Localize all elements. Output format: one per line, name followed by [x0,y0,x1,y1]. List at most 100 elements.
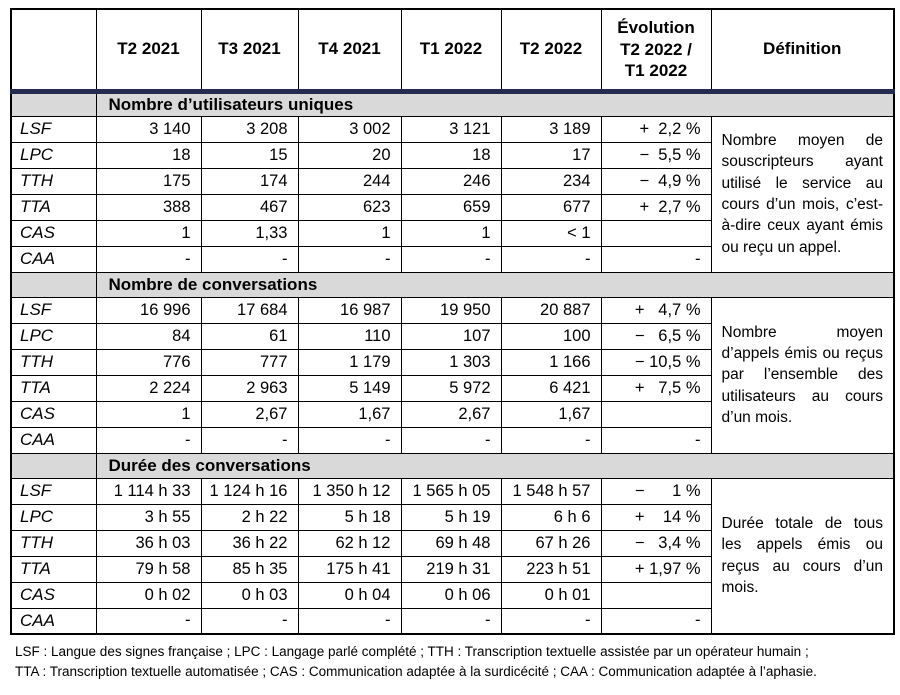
value-cell: - [297,245,402,273]
section-band-row: Nombre d’utilisateurs uniques [10,90,895,117]
value-cell: 3 189 [500,115,602,143]
evolution-cell [600,400,712,428]
value-cell: - [95,245,202,273]
value-cell: 234 [500,167,602,195]
value-cell: 3 h 55 [95,503,202,531]
stats-table: T2 2021 T3 2021 T4 2021 T1 2022 T2 2022 … [10,8,895,635]
value-cell: 467 [200,193,299,221]
value-cell: 244 [297,167,402,195]
value-cell: 3 208 [200,115,299,143]
value-cell: 677 [500,193,602,221]
value-cell: - [200,245,299,273]
evolution-cell: − 1 % [600,477,712,505]
value-cell: 36 h 03 [95,529,202,557]
value-cell: - [500,426,602,454]
value-cell: 19 950 [400,296,502,324]
footnote-line-2: TTA : Transcription textuelle automatisé… [15,664,817,680]
value-cell: 17 684 [200,296,299,324]
section-title: Nombre de conversations [95,271,895,298]
value-cell: 0 h 02 [95,581,202,609]
header-row: T2 2021 T3 2021 T4 2021 T1 2022 T2 2022 … [10,8,895,94]
row-label: TTA [10,555,97,583]
evolution-cell: + 2,2 % [600,115,712,143]
value-cell: 2 224 [95,374,202,402]
value-cell: 69 h 48 [400,529,502,557]
value-cell: 219 h 31 [400,555,502,583]
value-cell: 2 h 22 [200,503,299,531]
evolution-cell: − 10,5 % [600,348,712,376]
row-label: TTH [10,529,97,557]
evolution-cell: + 4,7 % [600,296,712,324]
value-cell: 62 h 12 [297,529,402,557]
row-label: LPC [10,141,97,169]
value-cell: 1 350 h 12 [297,477,402,505]
value-cell: 3 121 [400,115,502,143]
table-row: LPC 18 15 20 18 17− 5,5 % [10,141,894,169]
value-cell: - [200,607,299,635]
value-cell: 1 114 h 33 [95,477,202,505]
evolution-cell [600,581,712,609]
evolution-cell: + 1,97 % [600,555,712,583]
value-cell: 107 [400,322,502,350]
value-cell: 175 [95,167,202,195]
row-label: LSF [10,296,97,324]
value-cell: 1 565 h 05 [400,477,502,505]
value-cell: 5 149 [297,374,402,402]
footnote-line-1: LSF : Langue des signes française ; LPC … [15,644,809,659]
evolution-cell: - [600,245,712,273]
value-cell: 18 [95,141,202,169]
column-header-t2-2021: T2 2021 [95,8,202,94]
section-band-spacer [10,90,97,117]
value-cell: 3 140 [95,115,202,143]
value-cell: 246 [400,167,502,195]
value-cell: 6 h 6 [500,503,602,531]
value-cell: - [95,607,202,635]
section-band-row: Nombre de conversations [10,271,895,298]
row-label: TTA [10,374,97,402]
value-cell: - [297,607,402,635]
table-row: LSF 1 114 h 33 1 124 h 16 1 350 h 12 1 565 h… [10,477,895,635]
column-header-t4-2021: T4 2021 [297,8,402,94]
value-cell: 5 972 [400,374,502,402]
value-cell: 1 303 [400,348,502,376]
value-cell: 84 [95,322,202,350]
value-cell: 2 963 [200,374,299,402]
value-cell: 15 [200,141,299,169]
evolution-cell: + 14 % [600,503,712,531]
definition-cell: Durée totale de tous les appels émis ou … [710,477,895,635]
value-cell: 0 h 03 [200,581,299,609]
section-band-spacer [10,271,97,298]
value-cell: 1 [297,219,402,247]
row-label: LPC [10,503,97,531]
row-label: LSF [10,115,97,143]
value-cell: 0 h 06 [400,581,502,609]
column-header-t1-2022: T1 2022 [400,8,502,94]
table-body: Nombre d’utilisateurs uniques LSF 3 140 3 2… [10,90,895,635]
value-cell: 61 [200,322,299,350]
table-row: LPC 3 h 55 2 h 22 5 h 18 5 h 19 6 h 6 + 14 % [10,503,894,531]
value-cell: 1 166 [500,348,602,376]
evolution-cell: − 3,4 % [600,529,712,557]
value-cell: 16 996 [95,296,202,324]
value-cell: - [400,607,502,635]
value-cell: 1,33 [200,219,299,247]
value-cell: - [95,426,202,454]
section-band-row: Durée des conversations [10,452,895,479]
value-cell: - [500,607,602,635]
section-band-spacer [10,452,97,479]
value-cell: 175 h 41 [297,555,402,583]
evolution-cell: - [600,426,712,454]
evolution-cell: − 4,9 % [600,167,712,195]
value-cell: 1 [400,219,502,247]
value-cell: 0 h 01 [500,581,602,609]
table-row: LSF 3 140 3 208 3 002 3 121 3 189 + 2,2 % Nombr… [10,115,895,273]
value-cell: - [200,426,299,454]
section-title: Nombre d’utilisateurs uniques [95,90,895,117]
row-label: CAS [10,219,97,247]
value-cell: 1 [95,219,202,247]
value-cell: 79 h 58 [95,555,202,583]
row-label: CAS [10,400,97,428]
value-cell: 223 h 51 [500,555,602,583]
value-cell: 5 h 19 [400,503,502,531]
evolution-cell: − 6,5 % [600,322,712,350]
